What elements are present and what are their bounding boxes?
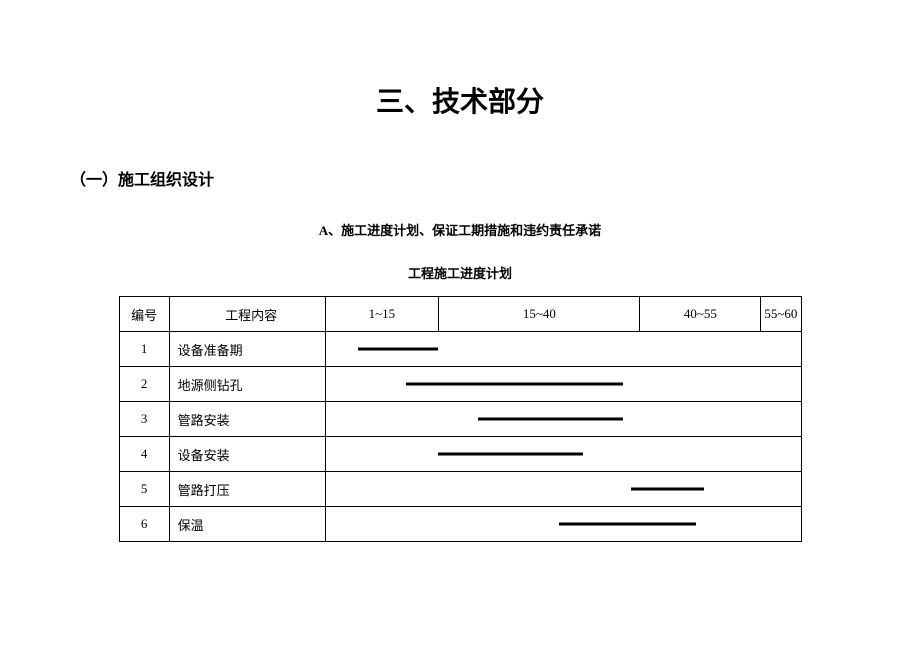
cell-bar [325,332,801,367]
cell-task: 管路打压 [169,472,325,507]
gantt-bar [438,453,583,456]
gantt-bar [631,488,703,491]
header-period-cell: 1~15 [326,297,439,331]
header-period-cell: 55~60 [760,297,800,331]
table-caption: 工程施工进度计划 [70,263,850,282]
header-periods: 1~1515~4040~5555~60 [325,297,801,332]
cell-task: 地源侧钻孔 [169,367,325,402]
cell-id: 1 [119,332,169,367]
gantt-table: 编号 工程内容 1~1515~4040~5555~60 1设备准备期2地源侧钻孔… [119,296,802,542]
sub-heading: A、施工进度计划、保证工期措施和违约责任承诺 [70,220,850,239]
cell-bar [325,507,801,542]
cell-bar [325,367,801,402]
cell-task: 设备准备期 [169,332,325,367]
cell-task: 设备安装 [169,437,325,472]
header-task: 工程内容 [169,297,325,332]
gantt-bar [478,418,623,421]
cell-task: 保温 [169,507,325,542]
cell-task: 管路安装 [169,402,325,437]
cell-id: 3 [119,402,169,437]
cell-id: 5 [119,472,169,507]
bar-track [326,437,801,471]
table-row: 1设备准备期 [119,332,801,367]
table-row: 2地源侧钻孔 [119,367,801,402]
table-row: 4设备安装 [119,437,801,472]
page-title: 三、技术部分 [70,80,850,120]
bar-track [326,507,801,541]
gantt-bar [406,383,623,386]
table-row: 6保温 [119,507,801,542]
bar-track [326,332,801,366]
section-heading: （一）施工组织设计 [70,166,850,190]
bar-track [326,472,801,506]
table-row: 3管路安装 [119,402,801,437]
cell-bar [325,437,801,472]
table-header-row: 编号 工程内容 1~1515~4040~5555~60 [119,297,801,332]
gantt-bar [358,348,439,351]
cell-bar [325,472,801,507]
header-period-cell: 15~40 [438,297,639,331]
header-period-cells: 1~1515~4040~5555~60 [326,297,801,331]
cell-id: 4 [119,437,169,472]
bar-track [326,367,801,401]
gantt-body: 1设备准备期2地源侧钻孔3管路安装4设备安装5管路打压6保温 [119,332,801,542]
cell-bar [325,402,801,437]
bar-track [326,402,801,436]
header-period-cell: 40~55 [639,297,760,331]
document-page: 三、技术部分 （一）施工组织设计 A、施工进度计划、保证工期措施和违约责任承诺 … [0,0,920,582]
gantt-bar [559,523,696,526]
table-row: 5管路打压 [119,472,801,507]
cell-id: 2 [119,367,169,402]
cell-id: 6 [119,507,169,542]
header-id: 编号 [119,297,169,332]
